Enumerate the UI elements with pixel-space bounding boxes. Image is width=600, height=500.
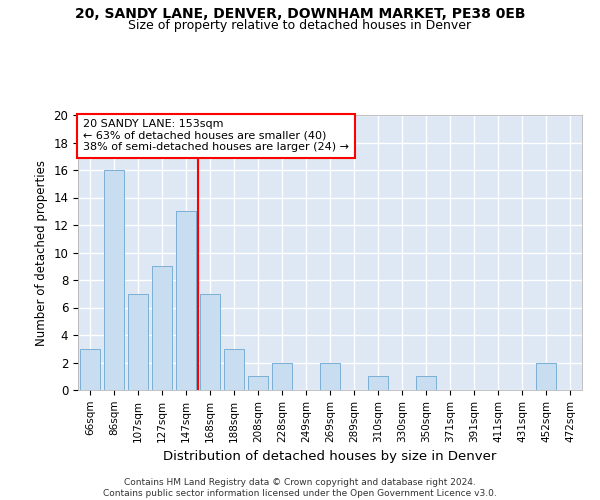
Text: Size of property relative to detached houses in Denver: Size of property relative to detached ho… [128, 18, 472, 32]
Bar [368, 376, 388, 390]
Bar [272, 362, 292, 390]
Bar [200, 294, 220, 390]
Text: 20, SANDY LANE, DENVER, DOWNHAM MARKET, PE38 0EB: 20, SANDY LANE, DENVER, DOWNHAM MARKET, … [75, 8, 525, 22]
Bar [416, 376, 436, 390]
Y-axis label: Number of detached properties: Number of detached properties [35, 160, 48, 346]
X-axis label: Distribution of detached houses by size in Denver: Distribution of detached houses by size … [163, 450, 497, 463]
Text: Contains HM Land Registry data © Crown copyright and database right 2024.
Contai: Contains HM Land Registry data © Crown c… [103, 478, 497, 498]
Bar [152, 266, 172, 390]
Bar [176, 211, 196, 390]
Bar [80, 349, 100, 390]
Bar [224, 349, 244, 390]
Bar [320, 362, 340, 390]
Bar [128, 294, 148, 390]
Text: 20 SANDY LANE: 153sqm
← 63% of detached houses are smaller (40)
38% of semi-deta: 20 SANDY LANE: 153sqm ← 63% of detached … [83, 119, 349, 152]
Bar [104, 170, 124, 390]
Bar [248, 376, 268, 390]
Bar [536, 362, 556, 390]
